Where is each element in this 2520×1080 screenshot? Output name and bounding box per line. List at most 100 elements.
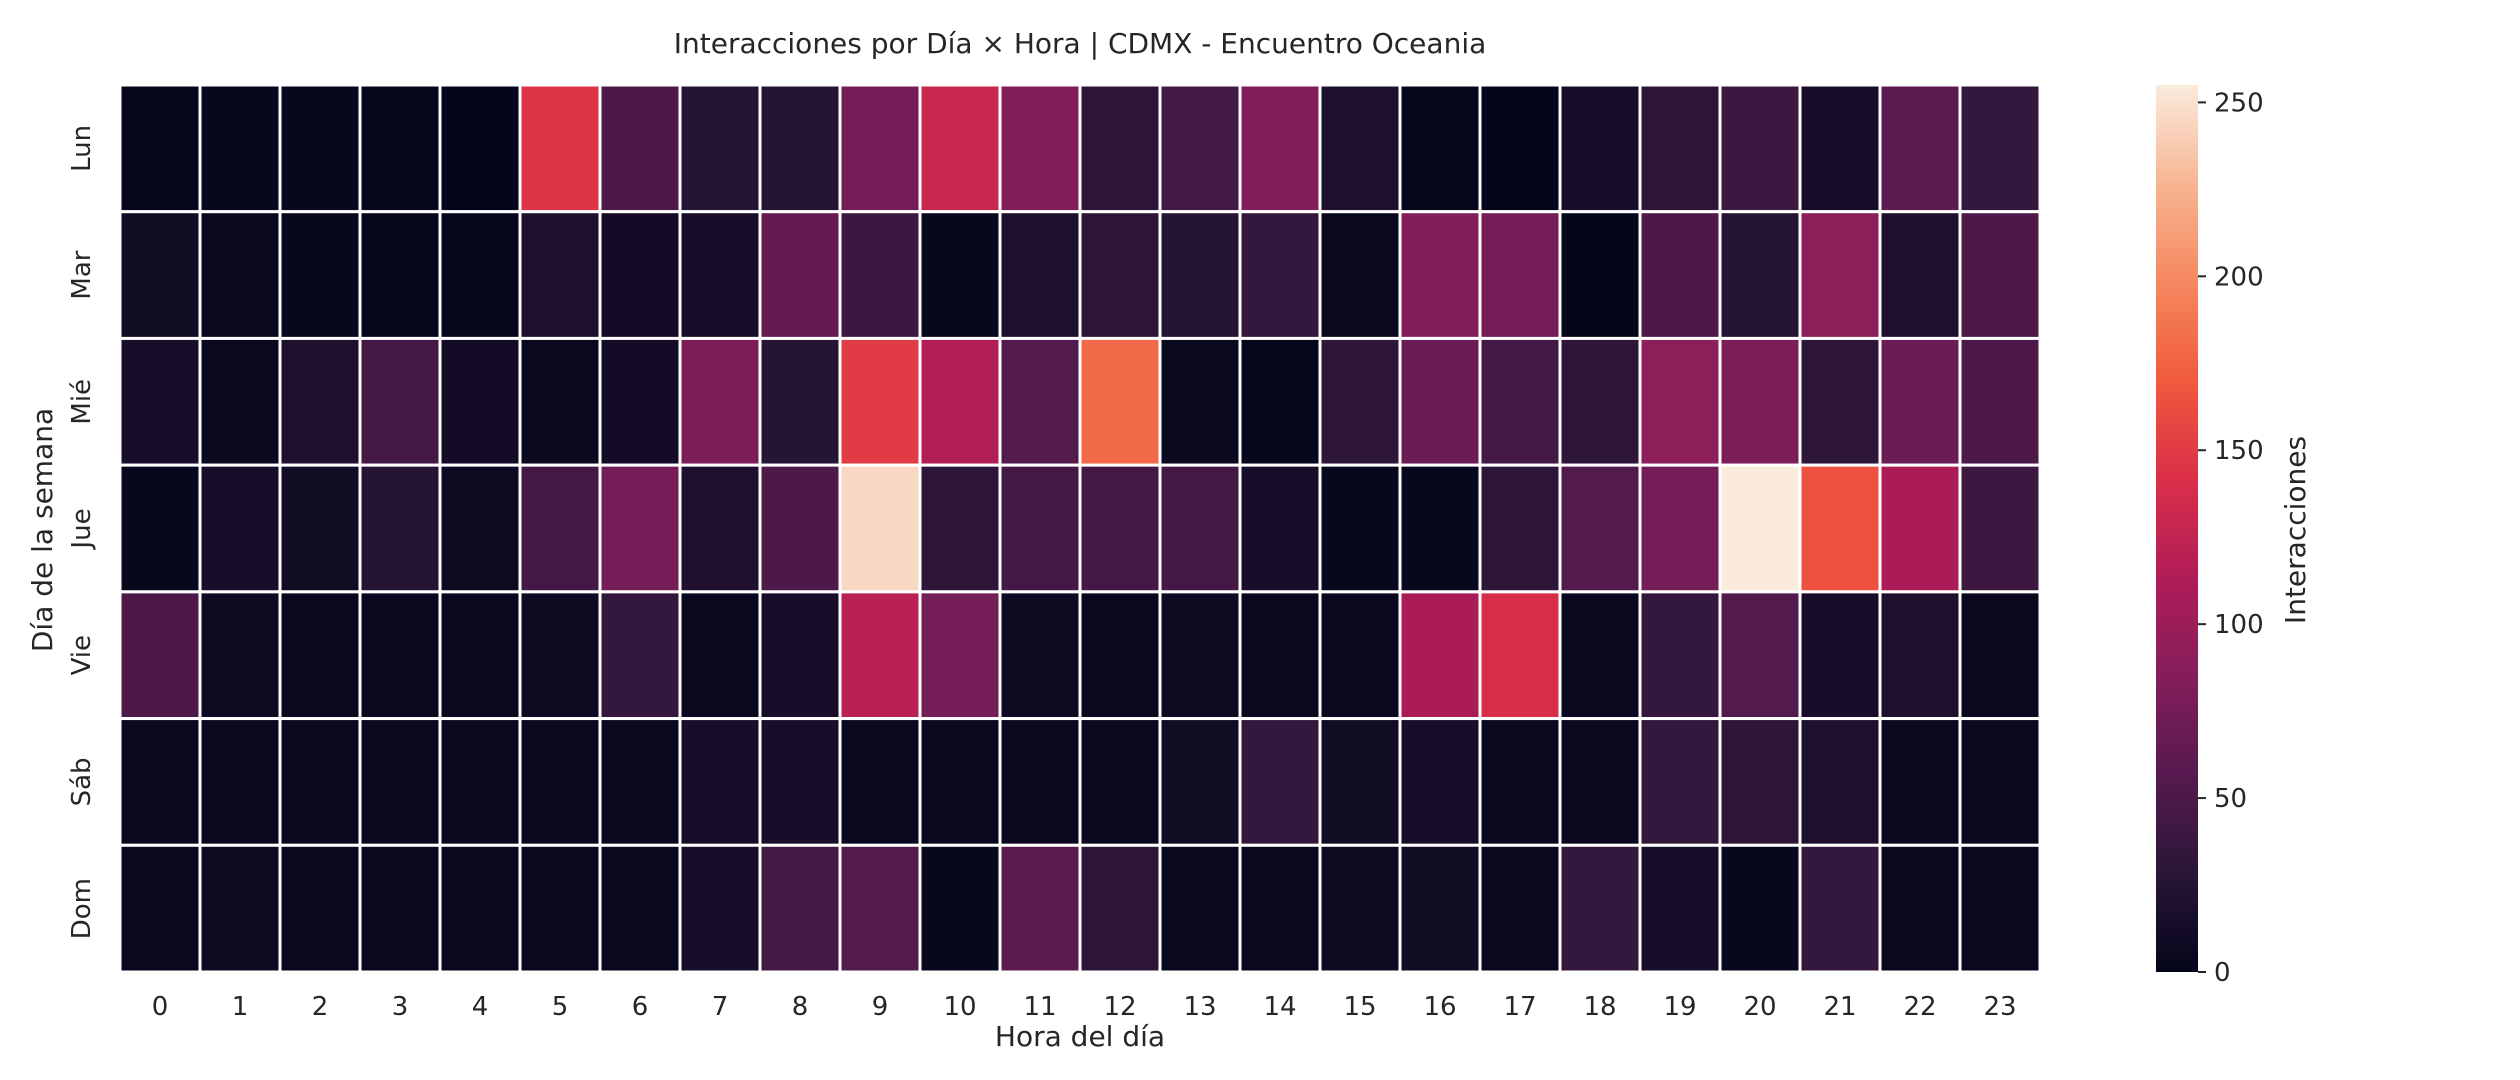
heatmap-cell (118, 843, 202, 974)
heatmap-cell (118, 463, 202, 594)
heatmap-cell (1958, 210, 2042, 340)
heatmap-cell (198, 843, 282, 974)
x-tick-label: 5 (552, 992, 569, 1022)
x-tick-label: 9 (872, 992, 889, 1022)
x-tick-label: 12 (1103, 992, 1136, 1022)
heatmap-cell (838, 590, 922, 721)
heatmap-cell (1798, 210, 1882, 340)
heatmap-cell (198, 210, 282, 340)
heatmap-cell (438, 717, 522, 847)
heatmap-cell (518, 717, 602, 847)
heatmap-cell (1878, 83, 1962, 214)
heatmap-cell (1878, 717, 1962, 847)
heatmap-cell (998, 843, 1082, 974)
heatmap-cell (918, 336, 1002, 467)
heatmap-cell (1078, 83, 1162, 214)
heatmap-cell (1718, 83, 1802, 214)
heatmap-cell (1718, 843, 1802, 974)
heatmap-cell (598, 83, 682, 214)
heatmap-cell (1718, 590, 1802, 721)
heatmap-cell (918, 590, 1002, 721)
heatmap-cell (1238, 717, 1322, 847)
heatmap-cell (278, 590, 362, 721)
heatmap-cell (1638, 83, 1722, 214)
heatmap-cell (1638, 463, 1722, 594)
heatmap-cell (438, 463, 522, 594)
y-tick-label: Mar (67, 250, 97, 299)
heatmap-cell (758, 210, 842, 340)
heatmap-cell (1318, 83, 1402, 214)
x-tick-label: 20 (1743, 992, 1776, 1022)
heatmap-cell (1718, 717, 1802, 847)
chart-title: Interacciones por Día × Hora | CDMX - En… (674, 27, 1487, 60)
heatmap-cell (1478, 210, 1562, 340)
heatmap-cell (278, 717, 362, 847)
heatmap-cell (1158, 590, 1242, 721)
heatmap-cell (1558, 590, 1642, 721)
heatmap-cell (1478, 590, 1562, 721)
heatmap-cell (1878, 336, 1962, 467)
heatmap-cell (1798, 336, 1882, 467)
heatmap-cell (1158, 717, 1242, 847)
heatmap-cell (118, 210, 202, 340)
y-tick-label: Lun (67, 125, 97, 172)
heatmap-cell (1638, 717, 1722, 847)
heatmap-cell (1718, 336, 1802, 467)
heatmap-cell (1478, 336, 1562, 467)
heatmap-cell (758, 590, 842, 721)
x-tick-label: 16 (1423, 992, 1456, 1022)
x-axis-label: Hora del día (995, 1020, 1165, 1053)
heatmap-cell (998, 210, 1082, 340)
heatmap-cell (1958, 717, 2042, 847)
heatmap-cell (198, 590, 282, 721)
heatmap-cell (1398, 210, 1482, 340)
colorbar-tick-label: 150 (2214, 436, 2264, 466)
heatmap-cell (1558, 83, 1642, 214)
heatmap-cell (1798, 590, 1882, 721)
heatmap-cell (998, 463, 1082, 594)
heatmap-cell (678, 336, 762, 467)
heatmap-cell (1158, 83, 1242, 214)
heatmap-cell (678, 843, 762, 974)
heatmap-cell (838, 463, 922, 594)
heatmap-cell (1078, 336, 1162, 467)
x-tick-label: 17 (1503, 992, 1536, 1022)
heatmap-cell (1958, 336, 2042, 467)
heatmap-cell (278, 463, 362, 594)
heatmap-cell (438, 336, 522, 467)
x-axis-ticks: 0 1 2 3 4 5 6 7 8 9 10 11 12 13 14 15 16 17 18 19 20 21 22 23 (152, 992, 2017, 1022)
y-tick-label: Jue (67, 508, 97, 550)
heatmap-cell (678, 83, 762, 214)
heatmap-cell (1718, 463, 1802, 594)
heatmap-cell (438, 83, 522, 214)
y-tick-label: Dom (67, 878, 97, 939)
heatmap-cell (1878, 843, 1962, 974)
heatmap-cell (1878, 590, 1962, 721)
heatmap-cell (1638, 210, 1722, 340)
heatmap-cell (278, 83, 362, 214)
heatmap-cell (358, 717, 442, 847)
heatmap-cell (1958, 83, 2042, 214)
x-tick-label: 7 (712, 992, 729, 1022)
heatmap-cell (118, 590, 202, 721)
heatmap-cell (1638, 843, 1722, 974)
y-axis-label: Día de la semana (26, 408, 59, 652)
heatmap-cell (1638, 590, 1722, 721)
heatmap-cell (1478, 717, 1562, 847)
colorbar-ticks: 0 50 100 150 200 250 (2198, 88, 2264, 988)
heatmap-cell (1798, 463, 1882, 594)
heatmap-cell (1958, 590, 2042, 721)
heatmap-cell (1318, 463, 1402, 594)
heatmap-cell (1238, 336, 1322, 467)
heatmap-cell (998, 336, 1082, 467)
x-tick-label: 15 (1343, 992, 1376, 1022)
colorbar-tick-label: 100 (2214, 610, 2264, 640)
heatmap-cell (1798, 717, 1882, 847)
heatmap-cell (278, 336, 362, 467)
x-tick-label: 18 (1583, 992, 1616, 1022)
heatmap-cell (1238, 590, 1322, 721)
heatmap-cell (918, 83, 1002, 214)
heatmap-cell (118, 336, 202, 467)
heatmap-cell (678, 717, 762, 847)
heatmap-cell (1558, 336, 1642, 467)
